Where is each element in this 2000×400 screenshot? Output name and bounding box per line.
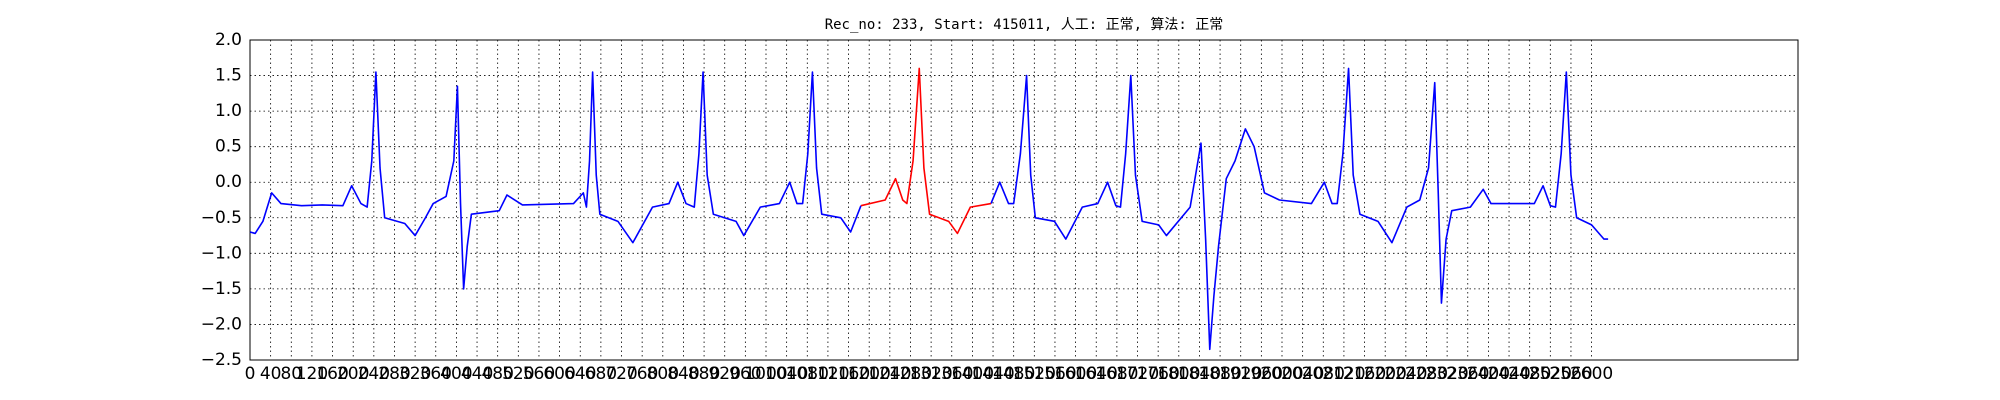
y-tick-label: 1.0 (215, 101, 242, 121)
x-tick-label: 1160 (827, 364, 870, 384)
x-tick-label: 2320 (1425, 364, 1468, 384)
y-tick-label: 0.5 (215, 137, 242, 157)
x-tick-label: 840 (667, 364, 699, 384)
x-tick-label: 160 (316, 364, 348, 384)
x-tick-label: 1720 (1116, 364, 1159, 384)
x-tick-label: 1760 (1137, 364, 1180, 384)
x-tick-label: 2520 (1529, 364, 1572, 384)
x-tick-label: 80 (280, 364, 302, 384)
x-tick-label: 1600 (1054, 364, 1097, 384)
x-tick-label: 360 (420, 364, 452, 384)
x-tick-label: 2440 (1487, 364, 1530, 384)
x-tick-label: 720 (605, 364, 637, 384)
x-tick-label: 2480 (1508, 364, 1551, 384)
x-tick-label: 1360 (930, 364, 973, 384)
x-tick-label: 2360 (1446, 364, 1489, 384)
x-tick-label: 520 (502, 364, 534, 384)
x-tick-label: 640 (564, 364, 596, 384)
x-tick-label: 560 (523, 364, 555, 384)
x-tick-label: 2400 (1467, 364, 1510, 384)
x-tick-label: 1240 (868, 364, 911, 384)
x-tick-label: 1880 (1198, 364, 1241, 384)
x-tick-label: 1840 (1178, 364, 1221, 384)
x-tick-label: 2160 (1343, 364, 1386, 384)
x-tick-label: 2040 (1281, 364, 1324, 384)
x-tick-label: 280 (378, 364, 410, 384)
x-tick-label: 240 (358, 364, 390, 384)
x-tick-label: 2200 (1364, 364, 1407, 384)
x-tick-label: 1120 (806, 364, 849, 384)
x-tick-label: 1000 (744, 364, 787, 384)
x-tick-label: 1560 (1033, 364, 1076, 384)
signal-line (249, 67, 1609, 351)
x-tick-label: 2120 (1322, 364, 1365, 384)
x-tick-label: 40 (260, 364, 282, 384)
x-tick-label: 920 (708, 364, 740, 384)
x-tick-label: 1640 (1075, 364, 1118, 384)
y-tick-label: 0.0 (215, 172, 242, 192)
x-tick-label: 1680 (1095, 364, 1138, 384)
x-tick-label: 880 (688, 364, 720, 384)
x-tick-label: 1520 (1013, 364, 1056, 384)
x-tick-label: 0 (245, 364, 256, 384)
x-tick-label: 1480 (992, 364, 1035, 384)
x-tick-label: 1080 (786, 364, 829, 384)
x-tick-label: 400 (440, 364, 472, 384)
y-tick-label: 2.0 (215, 30, 242, 50)
x-tick-label: 1320 (909, 364, 952, 384)
x-tick-label: 600 (543, 364, 575, 384)
y-tick-label: −2.5 (201, 350, 242, 370)
x-tick-label: 2280 (1405, 364, 1448, 384)
x-tick-label: 1920 (1219, 364, 1262, 384)
x-tick-label: 800 (647, 364, 679, 384)
x-tick-label: 1400 (951, 364, 994, 384)
x-tick-label: 1800 (1157, 364, 1200, 384)
x-tick-label: 1280 (889, 364, 932, 384)
x-tick-label: 2080 (1302, 364, 1345, 384)
y-tick-label: −1.0 (201, 243, 242, 263)
y-tick-label: −0.5 (201, 208, 242, 228)
y-tick-label: −2.0 (201, 314, 242, 334)
x-tick-label: 200 (337, 364, 369, 384)
x-tick-label: 320 (399, 364, 431, 384)
chart-title: Rec_no: 233, Start: 415011, 人工: 正常, 算法: … (825, 17, 1224, 33)
x-tick-label: 2240 (1384, 364, 1427, 384)
y-tick-label: 1.5 (215, 66, 242, 86)
signal-line (860, 67, 992, 235)
x-tick-label: 680 (585, 364, 617, 384)
x-tick-label: 960 (729, 364, 761, 384)
x-tick-label: 760 (626, 364, 658, 384)
x-tick-label: 2000 (1260, 364, 1303, 384)
x-tick-label: 1960 (1240, 364, 1283, 384)
x-tick-label: 1200 (848, 364, 891, 384)
x-tick-label: 2560 (1549, 364, 1592, 384)
x-tick-label: 440 (461, 364, 493, 384)
y-tick-label: −1.5 (201, 279, 242, 299)
x-tick-label: 120 (296, 364, 328, 384)
x-tick-label: 1440 (971, 364, 1014, 384)
x-tick-label: 480 (481, 364, 513, 384)
x-tick-label: 2600 (1570, 364, 1613, 384)
x-tick-label: 1040 (765, 364, 808, 384)
